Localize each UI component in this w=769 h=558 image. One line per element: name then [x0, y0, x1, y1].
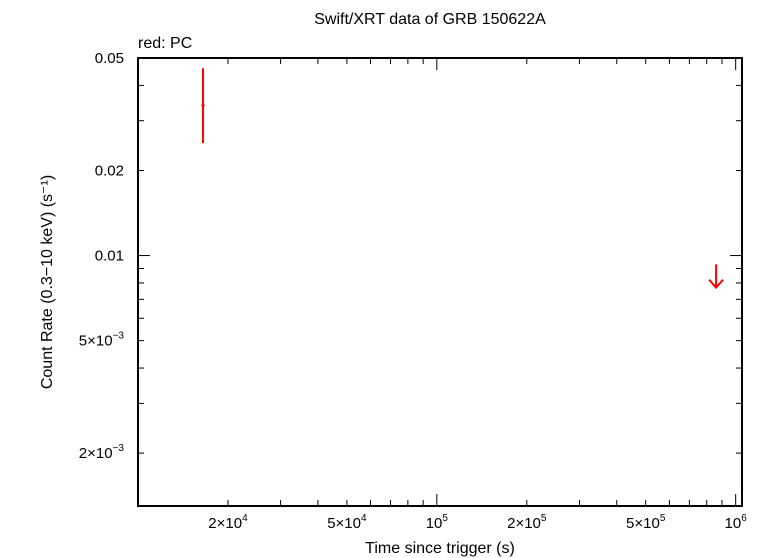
tick-marks [137, 57, 742, 506]
y-tick-label: 5×10−3 [79, 331, 125, 350]
upper-limit-arrow-head [708, 278, 724, 290]
series-annotation: red: PC [138, 35, 192, 52]
y-tick-exponent: −3 [113, 331, 125, 342]
x-tick-label: 2×105 [507, 513, 547, 532]
x-tick-exponent: 4 [361, 513, 367, 524]
x-tick-label: 105 [426, 513, 449, 532]
y-tick-labels: 2×10−35×10−30.010.020.05 [79, 50, 125, 462]
x-tick-mantissa: 5×10 [327, 515, 361, 532]
y-tick-label: 0.05 [95, 50, 124, 67]
x-tick-mantissa: 2×10 [208, 515, 242, 532]
x-tick-labels: 2×104 5×104 105 2×105 5×105 106 [208, 513, 747, 532]
x-axis-label: Time since trigger (s) [365, 540, 515, 557]
x-tick-mantissa: 2×10 [507, 515, 541, 532]
x-tick-mantissa: 10 [725, 515, 742, 532]
x-tick-label: 5×104 [327, 513, 367, 532]
y-tick-label: 2×10−3 [79, 443, 125, 462]
x-tick-exponent: 5 [541, 513, 547, 524]
x-tick-exponent: 6 [741, 513, 747, 524]
x-tick-label: 2×104 [208, 513, 248, 532]
y-tick-mantissa: 5×10 [79, 333, 113, 350]
y-tick-exponent: −3 [113, 443, 125, 454]
y-tick-label: 0.02 [95, 162, 124, 179]
y-tick-mantissa: 0.01 [95, 248, 124, 265]
x-tick-label: 106 [725, 513, 748, 532]
x-tick-exponent: 4 [242, 513, 248, 524]
y-axis-label: Count Rate (0.3−10 keV) (s⁻¹) [39, 175, 56, 389]
x-tick-mantissa: 5×10 [626, 515, 660, 532]
x-tick-label: 5×105 [626, 513, 666, 532]
x-tick-mantissa: 10 [426, 515, 443, 532]
data-marks [201, 68, 724, 290]
y-tick-mantissa: 0.05 [95, 50, 124, 67]
y-tick-label: 0.01 [95, 248, 124, 265]
y-tick-mantissa: 2×10 [79, 445, 113, 462]
y-tick-mantissa: 0.02 [95, 162, 124, 179]
x-tick-exponent: 5 [442, 513, 448, 524]
chart-title: Swift/XRT data of GRB 150622A [314, 11, 546, 28]
x-tick-exponent: 5 [660, 513, 666, 524]
plot-axes [137, 57, 743, 507]
plot-frame [137, 57, 743, 507]
